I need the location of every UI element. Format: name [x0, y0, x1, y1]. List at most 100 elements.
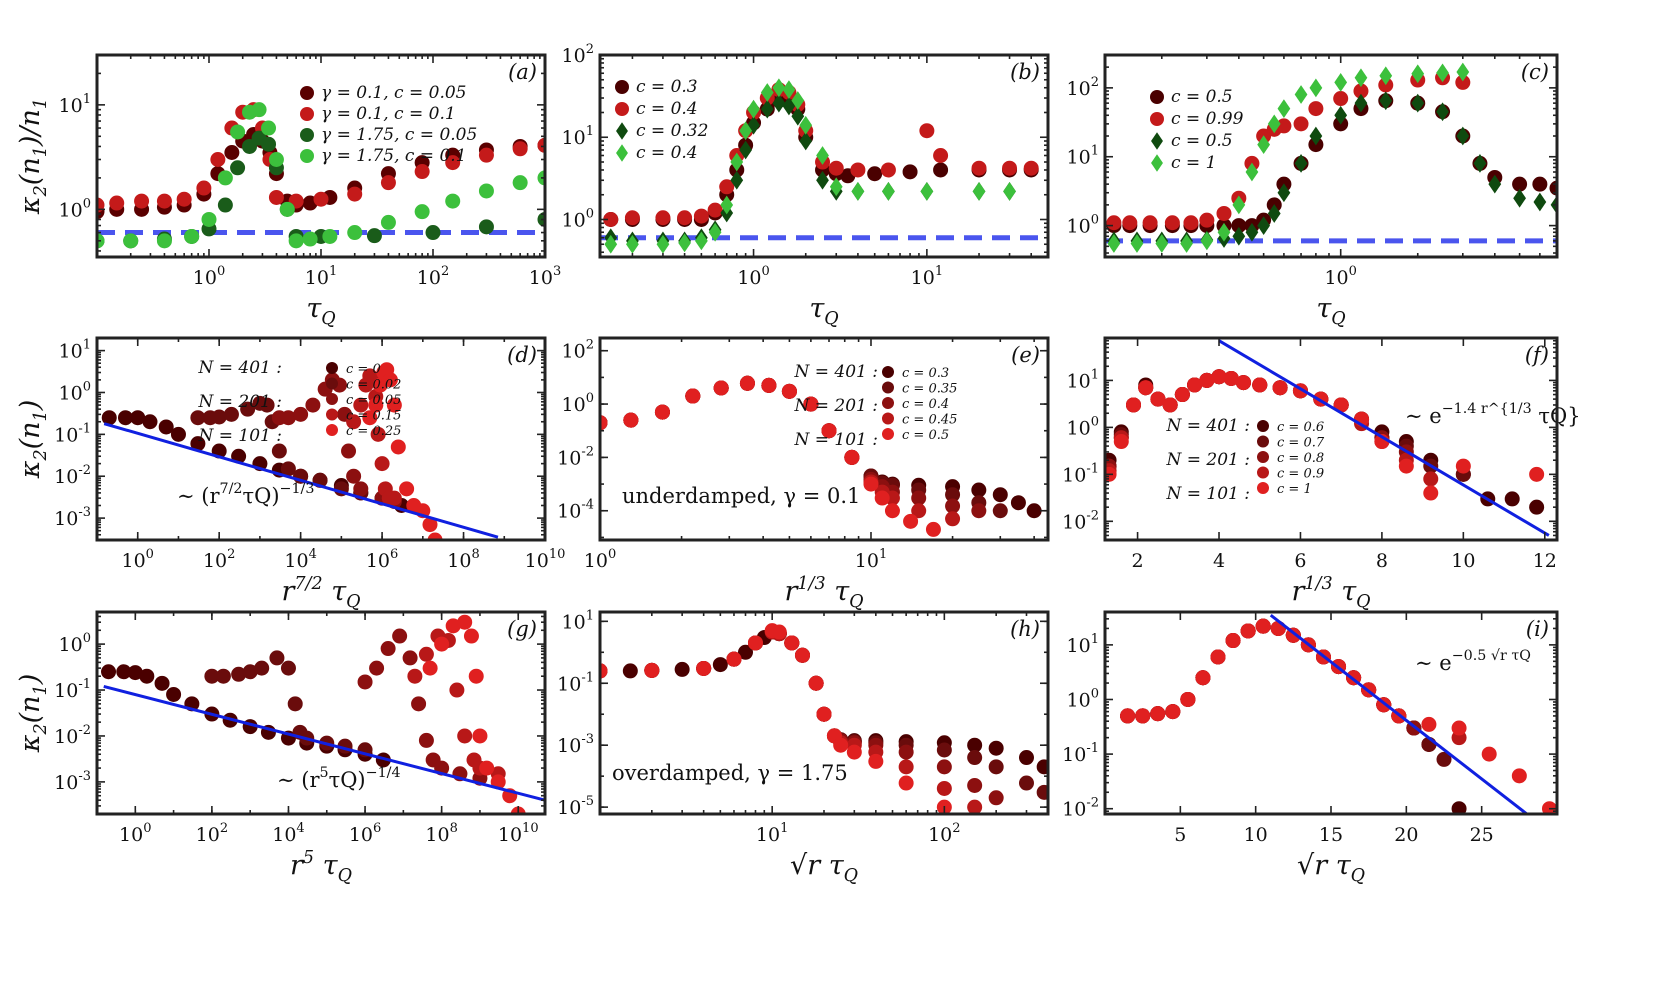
- x-tick-label: 102: [417, 264, 449, 289]
- data-point: [101, 664, 117, 680]
- legend-marker: [615, 102, 629, 116]
- data-point: [967, 777, 983, 793]
- data-point: [707, 202, 723, 218]
- data-point: [1333, 397, 1349, 413]
- legend-group-label: N = 201 :: [197, 392, 282, 412]
- data-point: [971, 160, 987, 176]
- data-point: [380, 175, 396, 191]
- data-point: [1272, 380, 1288, 396]
- data-point: [821, 423, 837, 439]
- axes-frame: [1103, 336, 1559, 542]
- legend-marker: [1151, 154, 1163, 172]
- data-point: [784, 635, 800, 651]
- y-tick-label: 102: [562, 338, 594, 363]
- data-point: [945, 498, 961, 514]
- data-point: [761, 377, 777, 393]
- data-point: [730, 152, 744, 172]
- data-point: [259, 397, 275, 413]
- series-1: [600, 624, 1048, 775]
- data-point: [867, 166, 883, 182]
- y-axis-label: κ2(n1): [15, 400, 51, 480]
- legend-marker: [1257, 420, 1269, 432]
- data-point: [425, 225, 441, 241]
- data-point: [1211, 369, 1227, 385]
- panel-d: ∼ (r7/2τQ)−1/3 100 102 104 106 108 1010 10-3 10-…: [15, 336, 565, 612]
- legend: γ = 0.1, c = 0.05γ = 0.1, c = 0.1γ = 1.7…: [300, 83, 477, 166]
- data-point: [512, 141, 528, 157]
- data-point: [967, 750, 983, 766]
- x-axis-label: r1/3 τQ: [784, 574, 863, 612]
- panel-label: (i): [1526, 617, 1549, 641]
- legend-group-label: N = 101 :: [1165, 484, 1250, 504]
- data-point: [1334, 105, 1348, 125]
- data-point: [708, 222, 722, 242]
- legend-marker: [882, 397, 894, 409]
- x-tick-label: 101: [756, 821, 788, 846]
- data-point: [685, 388, 701, 404]
- annotation: overdamped, γ = 1.75: [612, 761, 848, 785]
- data-point: [1162, 397, 1178, 413]
- data-point: [1354, 93, 1368, 113]
- data-point: [445, 155, 461, 171]
- y-tick-label: 100: [1067, 686, 1099, 711]
- data-point: [1165, 704, 1181, 720]
- data-point: [600, 663, 608, 679]
- panel-label: (h): [1010, 617, 1040, 641]
- data-point: [1411, 64, 1425, 84]
- legend-label: c = 0.9: [1277, 467, 1324, 482]
- y-tick-label: 102: [562, 42, 594, 67]
- data-point: [1245, 162, 1259, 182]
- data-point: [1309, 126, 1323, 146]
- data-point: [1135, 708, 1151, 724]
- plot-area: [101, 362, 499, 540]
- legend-marker: [1257, 466, 1269, 479]
- data-point: [347, 186, 363, 202]
- axes-frame: [598, 336, 1050, 542]
- x-axis-label: τQ: [1316, 293, 1345, 329]
- data-point: [884, 503, 900, 519]
- data-point: [1210, 649, 1226, 665]
- data-point: [1026, 503, 1042, 519]
- x-tick-label: 6: [1294, 550, 1306, 572]
- legend-label: c = 0.4: [636, 99, 698, 119]
- legend-marker: [326, 362, 338, 374]
- data-point: [880, 162, 896, 178]
- data-point: [1473, 154, 1487, 173]
- data-point: [803, 396, 819, 412]
- data-point: [380, 641, 396, 657]
- data-point: [1488, 174, 1502, 194]
- data-point: [386, 490, 402, 506]
- data-point: [196, 180, 212, 196]
- legend-marker: [615, 80, 629, 94]
- data-point: [215, 668, 231, 684]
- x-tick-label: 10: [1451, 550, 1475, 572]
- panel-g: ∼ (r5τQ)−1/4 100 102 104 106 108 1010 10-3 10-2 1…: [15, 610, 547, 886]
- data-point: [898, 759, 914, 775]
- y-tick-label: 10-2: [54, 463, 91, 488]
- data-point: [271, 443, 287, 459]
- data-point: [846, 744, 862, 760]
- data-point: [268, 189, 284, 205]
- data-point: [201, 211, 217, 227]
- legend-group-label: N = 201 :: [793, 396, 878, 416]
- data-point: [1199, 212, 1215, 228]
- legend-marker: [882, 381, 894, 394]
- data-point: [1398, 458, 1414, 474]
- data-point: [414, 204, 430, 220]
- x-tick-label: 102: [196, 821, 228, 846]
- data-point: [268, 151, 284, 167]
- data-point: [760, 99, 774, 119]
- x-tick-label: 100: [119, 821, 151, 846]
- legend-label: c = 0.4: [902, 397, 949, 412]
- legend-label: c = 0.99: [1171, 109, 1244, 129]
- legend-marker: [882, 412, 894, 425]
- data-point: [816, 706, 832, 722]
- data-point: [1113, 434, 1129, 450]
- axes-frame: [1103, 53, 1559, 259]
- legend-label: c = 0.25: [346, 424, 401, 439]
- data-point: [457, 614, 473, 630]
- legend-label: c = 0.5: [1171, 87, 1233, 107]
- data-point: [269, 650, 285, 666]
